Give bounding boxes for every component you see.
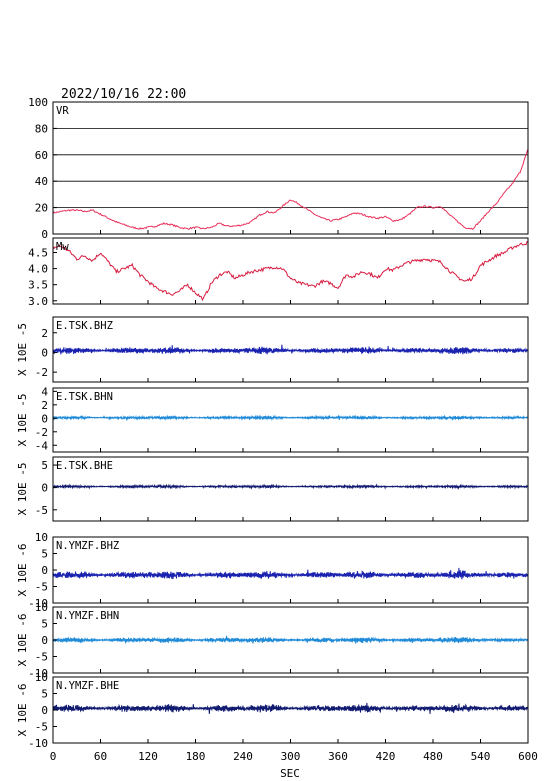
channel-label: N.YMZF.BHZ: [56, 540, 119, 552]
y-tick-label: 5: [41, 459, 48, 472]
y-tick-label: 10: [35, 601, 48, 614]
y-tick-label: -2: [35, 366, 48, 379]
y-tick-label: 60: [35, 149, 48, 162]
panel-vr: 0 20 40 60 80 100 VR: [28, 96, 529, 241]
y-tick-label: -2: [35, 426, 48, 439]
series-line: [52, 483, 529, 490]
y-tick-label: -5: [35, 504, 48, 517]
y-tick-label: 0: [41, 634, 48, 647]
x-tick-label: 0: [50, 750, 57, 763]
series-line: [52, 635, 529, 645]
y-tick-label: 4.0: [28, 263, 48, 276]
y-tick-label: 0: [41, 564, 48, 577]
channel-label: Mw: [56, 241, 69, 253]
y-tick-label: 0: [41, 704, 48, 717]
y-tick-label: -10: [28, 667, 48, 680]
x-tick-label: 60: [94, 750, 107, 763]
y-tick-label: -10: [28, 597, 48, 610]
channel-label: E.TSK.BHZ: [56, 320, 113, 332]
panel-frame: [52, 536, 529, 604]
channel-label: VR: [56, 105, 69, 117]
panel-n-ymzf-bhn: -10 -5 0 5 10 N.YMZF.BHN X 10E -6: [16, 601, 529, 680]
x-tick-label: 120: [138, 750, 158, 763]
y-tick-label: -5: [35, 651, 48, 664]
y-tick-label: 5: [41, 548, 48, 561]
y-tick-label: 0: [41, 346, 48, 359]
y-tick-label: 5: [41, 688, 48, 701]
y-tick-label: 0: [41, 481, 48, 494]
y-tick-label: -4: [35, 439, 49, 452]
x-tick-label: 600: [518, 750, 538, 763]
x-tick-label: 180: [186, 750, 206, 763]
panel-e-tsk-bhz: -2 0 2 E.TSK.BHZ X 10E -5: [16, 316, 529, 383]
x-tick-label: 480: [423, 750, 443, 763]
x-tick-label: 300: [281, 750, 301, 763]
panel-frame: [52, 456, 529, 522]
y-tick-label: 5: [41, 618, 48, 631]
channel-label: E.TSK.BHE: [56, 460, 113, 472]
y-tick-label: 0: [41, 412, 48, 425]
panel-frame: [52, 237, 529, 305]
channel-label: N.YMZF.BHE: [56, 680, 119, 692]
y-tick-label: 4.5: [28, 246, 48, 259]
x-tick-label: 540: [471, 750, 491, 763]
x-tick-label: 240: [233, 750, 253, 763]
x-tick-label: 360: [328, 750, 348, 763]
y-tick-label: 10: [35, 531, 48, 544]
y-axis-label: X 10E -6: [16, 614, 29, 667]
figure-datetime: 2022/10/16 22:00: [61, 87, 186, 102]
y-tick-label: 80: [35, 122, 48, 135]
y-tick-label: 3.5: [28, 279, 48, 292]
series-line: [52, 148, 529, 230]
series-line: [52, 702, 529, 714]
series-line: [52, 567, 529, 580]
series-line: [52, 344, 529, 355]
y-axis-label: X 10E -5: [16, 323, 29, 376]
y-tick-label: 2: [41, 327, 48, 340]
panel-n-ymzf-bhz: -10 -5 0 5 10 N.YMZF.BHZ X 10E -6: [16, 531, 529, 610]
y-tick-label: 0: [41, 228, 48, 241]
y-tick-label: -10: [28, 737, 48, 750]
series-line: [52, 241, 529, 302]
y-tick-label: 10: [35, 671, 48, 684]
panel-e-tsk-bhe: -5 0 5 E.TSK.BHE X 10E -5: [16, 456, 529, 522]
x-axis: 0 60 120 180 240 300 360 420 480 540 600: [50, 750, 538, 763]
y-axis-label: X 10E -5: [16, 394, 29, 447]
channel-label: E.TSK.BHN: [56, 391, 113, 403]
y-tick-label: -5: [35, 581, 48, 594]
y-axis-label: X 10E -6: [16, 544, 29, 597]
series-line: [52, 414, 529, 422]
y-tick-label: 4: [41, 385, 48, 398]
panel-mw: 3.0 3.5 4.0 4.5 Mw: [28, 237, 529, 308]
x-axis-label: SEC: [280, 767, 300, 780]
y-axis-label: X 10E -5: [16, 463, 29, 516]
y-tick-label: 100: [28, 96, 48, 109]
channel-label: N.YMZF.BHN: [56, 610, 119, 622]
y-tick-label: -5: [35, 721, 48, 734]
panel-frame: [52, 387, 529, 453]
y-tick-label: 20: [35, 202, 48, 215]
y-tick-label: 2: [41, 399, 48, 412]
y-tick-label: 3.0: [28, 295, 48, 308]
panel-frame: [52, 101, 529, 235]
y-tick-label: 40: [35, 175, 48, 188]
x-tick-label: 420: [376, 750, 396, 763]
panel-n-ymzf-bhe: -10 -5 0 5 10 N.YMZF.BHE X 10E -6: [16, 671, 529, 750]
y-axis-label: X 10E -6: [16, 684, 29, 737]
